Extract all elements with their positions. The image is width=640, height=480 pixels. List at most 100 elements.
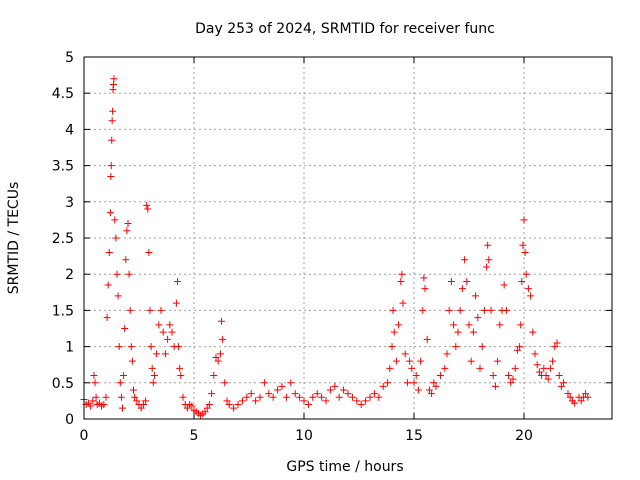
data-point: [521, 248, 529, 256]
data-point: [157, 306, 165, 314]
data-point: [388, 343, 396, 351]
data-point: [582, 390, 590, 398]
data-point: [465, 321, 473, 329]
data-point: [507, 379, 515, 387]
data-point: [208, 390, 216, 398]
data-point: [221, 379, 229, 387]
data-point: [458, 285, 466, 293]
data-point: [107, 172, 115, 180]
data-point: [511, 364, 519, 372]
data-point: [505, 372, 513, 380]
data-point: [133, 397, 141, 405]
data-point: [417, 357, 425, 365]
data-point: [399, 299, 407, 307]
x-tick-label: 20: [515, 428, 533, 444]
data-point: [119, 404, 126, 412]
data-point: [331, 382, 339, 390]
data-point: [219, 335, 227, 343]
data-point: [143, 201, 151, 209]
data-point: [564, 390, 572, 398]
data-point: [518, 277, 526, 285]
data-point: [144, 205, 152, 213]
data-point: [216, 350, 224, 358]
x-tick-label: 15: [405, 428, 423, 444]
data-point: [230, 404, 238, 412]
data-point: [90, 372, 98, 380]
data-point: [474, 314, 482, 322]
data-point: [210, 372, 218, 380]
data-point: [412, 372, 420, 380]
data-point: [491, 382, 499, 390]
data-point: [540, 364, 548, 372]
data-point: [384, 379, 392, 387]
y-tick-label: 4.5: [52, 86, 74, 102]
data-point: [535, 368, 543, 376]
data-point: [322, 397, 330, 405]
data-point: [139, 401, 147, 409]
data-point: [304, 401, 312, 409]
data-point: [115, 343, 123, 351]
data-point: [212, 353, 220, 361]
data-point: [419, 306, 427, 314]
data-point: [520, 216, 528, 224]
data-point: [549, 357, 557, 365]
data-point: [175, 343, 183, 351]
data-point: [287, 379, 295, 387]
data-point: [109, 107, 117, 115]
data-point: [397, 277, 405, 285]
data-point: [176, 364, 184, 372]
data-point: [102, 393, 110, 401]
data-point: [467, 357, 475, 365]
data-point: [300, 397, 308, 405]
data-point: [309, 393, 317, 401]
data-point: [326, 386, 334, 394]
data-point: [463, 277, 471, 285]
data-point: [519, 241, 527, 249]
data-point: [214, 357, 222, 365]
data-point: [107, 162, 115, 170]
plot-frame: [83, 56, 613, 420]
data-point: [177, 372, 185, 380]
data-point: [472, 292, 480, 300]
data-point: [410, 379, 418, 387]
data-point: [218, 317, 225, 325]
data-point: [395, 321, 403, 329]
data-point: [120, 372, 128, 380]
data-point: [125, 270, 133, 278]
y-tick-label: 4: [65, 122, 74, 138]
data-point: [183, 404, 191, 412]
data-point: [296, 393, 304, 401]
data-point: [420, 274, 428, 282]
data-point: [392, 357, 400, 365]
x-axis-title: GPS time / hours: [286, 459, 403, 475]
y-tick-label: 0.5: [52, 376, 74, 392]
data-point: [529, 328, 537, 336]
data-point: [108, 117, 116, 125]
data-point: [313, 390, 321, 398]
data-point: [436, 372, 444, 380]
data-point: [546, 364, 554, 372]
axis-ticks: 0 5 10 15 20 0 0.5 1 1.5 2 2.5 3 3.5 4 4.5 5: [52, 50, 612, 444]
data-point: [566, 393, 574, 401]
data-point: [432, 382, 440, 390]
data-point: [348, 393, 356, 401]
data-point: [509, 375, 517, 383]
data-point: [145, 248, 153, 256]
data-point: [480, 306, 488, 314]
data-point: [484, 241, 492, 249]
data-point: [179, 393, 187, 401]
data-points: [80, 75, 592, 419]
data-point: [282, 393, 290, 401]
data-point: [533, 361, 541, 369]
data-point: [111, 216, 119, 224]
data-point: [110, 75, 118, 83]
data-point: [126, 306, 134, 314]
data-point: [234, 401, 242, 409]
data-point: [265, 390, 273, 398]
data-point: [366, 393, 374, 401]
data-point: [542, 372, 550, 380]
data-point: [124, 220, 132, 228]
y-tick-label: 0: [65, 412, 74, 428]
data-point: [168, 328, 176, 336]
data-point: [551, 343, 559, 351]
